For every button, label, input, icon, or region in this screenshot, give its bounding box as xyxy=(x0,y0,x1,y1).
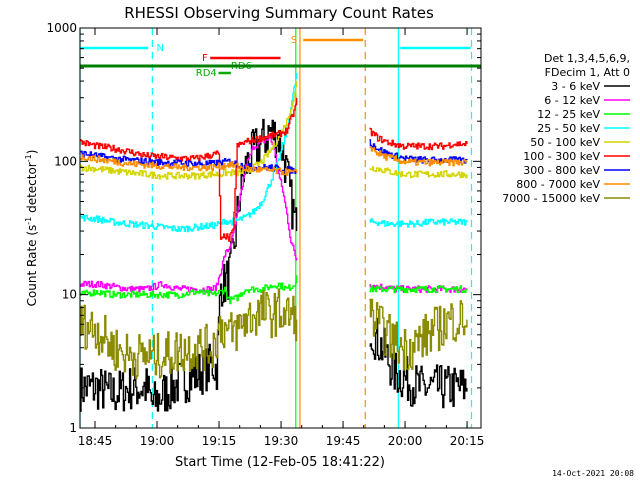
series-50-100-kev xyxy=(80,81,468,180)
flag-label-f-3: F xyxy=(202,53,208,64)
series-800-7000-kev-segment-0 xyxy=(80,154,298,176)
status-flag-bars: NSFRD6RD4 xyxy=(80,35,481,79)
series-7000-15000-kev-segment-1 xyxy=(369,298,468,371)
x-tick-label-6: 20:15 xyxy=(450,434,485,448)
series-50-100-kev-segment-1 xyxy=(369,166,468,179)
legend-label-3-6-kev: 3 - 6 keV xyxy=(551,80,600,93)
x-tick-label-0: 18:45 xyxy=(78,434,113,448)
legend: Det 1,3,4,5,6,9, FDecim 1, Att 0 3 - 6 k… xyxy=(502,52,630,205)
legend-label-50-100-kev: 50 - 100 keV xyxy=(530,136,600,149)
legend-label-12-25-kev: 12 - 25 keV xyxy=(537,108,600,121)
x-tick-label-5: 20:00 xyxy=(388,434,423,448)
x-tick-label-1: 19:00 xyxy=(140,434,175,448)
series-7000-15000-kev xyxy=(80,288,468,380)
y-tick-label-1: 10 xyxy=(62,288,77,302)
series-50-100-kev-segment-0 xyxy=(80,81,298,180)
series-800-7000-kev xyxy=(80,146,468,176)
series-12-25-kev xyxy=(80,275,468,305)
axes: 18:45 19:00 19:15 19:30 19:45 20:00 20:15 1 10 10… xyxy=(46,21,484,448)
series-100-300-kev xyxy=(80,97,468,242)
chart-title: RHESSI Observing Summary Count Rates xyxy=(124,4,434,22)
y-axis-label-close: ) xyxy=(25,150,39,155)
series-100-300-kev-segment-1 xyxy=(369,127,468,151)
flag-label-n-0: N xyxy=(156,43,163,54)
legend-header-line-2: FDecim 1, Att 0 xyxy=(545,66,630,79)
series-100-300-kev-segment-0 xyxy=(80,97,298,242)
legend-label-7000-15000-kev: 7000 - 15000 keV xyxy=(502,192,600,205)
series-300-800-kev-segment-1 xyxy=(369,139,468,164)
series-25-50-kev-segment-1 xyxy=(369,218,468,228)
legend-label-25-50-kev: 25 - 50 keV xyxy=(537,122,600,135)
series-800-7000-kev-segment-1 xyxy=(369,146,468,167)
data-series xyxy=(80,73,468,412)
x-tick-label-4: 19:45 xyxy=(326,434,361,448)
plot-frame xyxy=(79,27,482,429)
x-axis-label: Start Time (12-Feb-05 18:41:22) xyxy=(175,455,385,470)
series-12-25-kev-segment-0 xyxy=(80,275,298,305)
y-axis-label-main: Count Rate (s xyxy=(25,225,39,307)
y-axis-label: Count Rate (s-1 detector-1) xyxy=(24,150,39,307)
flag-label-s-2: S xyxy=(291,35,297,46)
x-tick-label-3: 19:30 xyxy=(264,434,299,448)
y-axis-label-mid: detector xyxy=(25,162,39,217)
date-stamp: 14-Oct-2021 20:08 xyxy=(552,469,634,478)
y-axis-label-sup1: -1 xyxy=(24,217,33,225)
legend-label-100-300-kev: 100 - 300 keV xyxy=(523,150,600,163)
y-axis-label-sup2: -1 xyxy=(24,154,33,162)
series-7000-15000-kev-segment-0 xyxy=(80,288,298,380)
x-tick-label-2: 19:15 xyxy=(202,434,237,448)
flag-label-rd4-5: RD4 xyxy=(196,68,217,79)
legend-label-300-800-kev: 300 - 800 keV xyxy=(523,164,600,177)
y-tick-label-3: 1000 xyxy=(46,21,77,35)
legend-label-800-7000-kev: 800 - 7000 keV xyxy=(516,178,600,191)
series-25-50-kev xyxy=(80,73,468,233)
series-25-50-kev-segment-0 xyxy=(80,73,298,233)
legend-header-line-1: Det 1,3,4,5,6,9, xyxy=(544,52,630,65)
series-12-25-kev-segment-1 xyxy=(369,285,468,294)
legend-label-6-12-kev: 6 - 12 keV xyxy=(544,94,600,107)
y-tick-label-0: 1 xyxy=(69,421,77,435)
y-tick-label-2: 100 xyxy=(54,154,77,168)
